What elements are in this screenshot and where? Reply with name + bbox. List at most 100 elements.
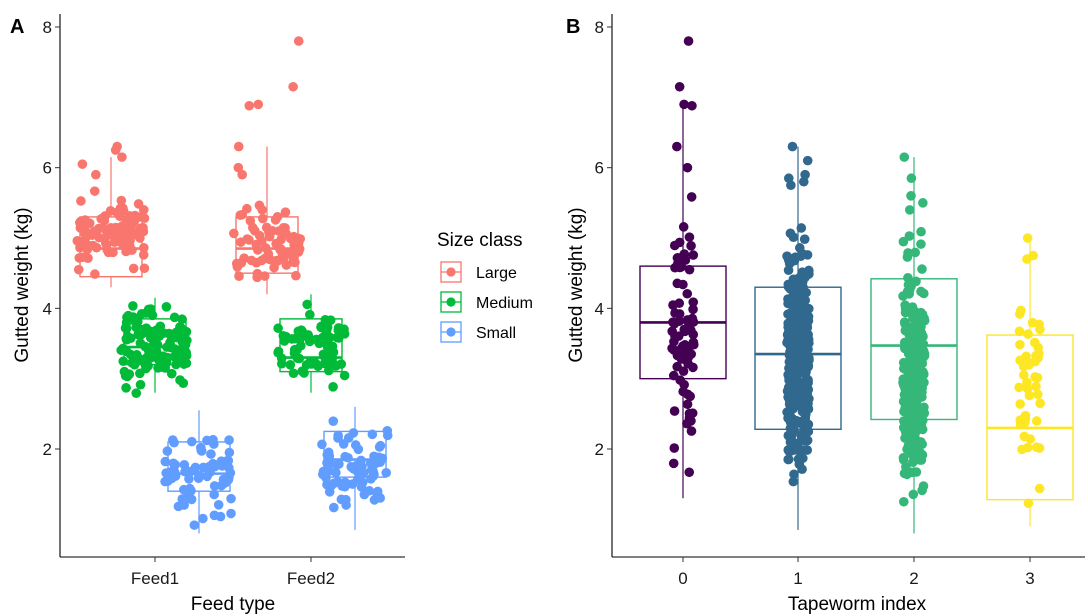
data-point: [350, 440, 361, 450]
data-point: [131, 350, 142, 360]
data-point: [790, 398, 801, 409]
data-point: [904, 205, 915, 215]
data-point: [276, 358, 287, 369]
data-point: [800, 272, 810, 283]
data-point: [76, 196, 86, 206]
data-point: [1014, 382, 1024, 393]
panel-a-x-ticks: Feed1 Feed2: [131, 557, 335, 588]
data-point: [89, 186, 100, 196]
data-point: [245, 216, 256, 226]
data-point: [296, 340, 306, 351]
data-point: [169, 467, 180, 478]
data-point: [336, 359, 347, 369]
data-point: [783, 445, 794, 455]
data-point: [898, 357, 909, 368]
data-point: [208, 434, 218, 445]
data-point: [688, 250, 699, 260]
data-point: [196, 446, 207, 456]
data-point: [90, 269, 100, 279]
data-point: [135, 379, 146, 390]
data-point: [236, 237, 246, 247]
data-point: [798, 282, 809, 293]
data-point: [179, 459, 190, 470]
data-point: [130, 229, 141, 240]
data-point: [213, 500, 224, 510]
panel-b-y-tick-label: 6: [595, 159, 604, 178]
data-point: [904, 304, 915, 315]
data-point: [1023, 329, 1033, 339]
data-point: [181, 348, 192, 358]
data-point: [171, 332, 182, 343]
points-tapeworm-1: [782, 141, 814, 487]
data-point: [902, 469, 912, 480]
data-point: [784, 340, 795, 351]
legend-key-dot: [446, 327, 456, 337]
data-point: [909, 356, 919, 366]
data-point: [382, 425, 393, 436]
points-medium-feed2: [273, 299, 350, 392]
data-point: [685, 391, 695, 402]
data-point: [1015, 339, 1025, 350]
data-point: [908, 489, 919, 500]
data-point: [686, 416, 696, 426]
panel-a-plot: [72, 36, 393, 534]
data-point: [229, 228, 239, 239]
data-point: [917, 387, 927, 398]
data-point: [180, 340, 191, 350]
data-point: [366, 474, 376, 484]
data-point: [265, 254, 275, 265]
data-point: [152, 351, 163, 362]
legend-entries: Large Medium Small: [440, 261, 533, 343]
data-point: [322, 480, 333, 490]
data-point: [1018, 361, 1029, 372]
data-point: [678, 366, 689, 377]
data-point: [110, 145, 121, 155]
data-point: [131, 388, 142, 398]
data-point: [911, 276, 921, 287]
data-point: [918, 198, 928, 208]
data-point: [791, 445, 801, 455]
data-point: [100, 211, 110, 221]
data-point: [120, 323, 131, 333]
panel-a: A 2 4 6 8 Feed1 Feed2 Feed type Gutted weigh…: [10, 14, 405, 615]
data-point: [184, 474, 194, 484]
data-point: [786, 381, 797, 391]
data-point: [244, 100, 255, 111]
data-point: [250, 226, 260, 236]
data-point: [178, 378, 189, 388]
data-point: [127, 358, 137, 368]
data-point: [911, 467, 922, 477]
legend-label: Medium: [476, 295, 533, 312]
data-point: [910, 420, 921, 431]
data-point: [254, 200, 265, 211]
data-point: [679, 379, 690, 390]
data-point: [258, 213, 268, 224]
data-point: [235, 210, 246, 220]
panel-a-x-tick-label: Feed1: [131, 569, 179, 588]
data-point: [329, 502, 339, 513]
data-point: [334, 459, 344, 469]
data-point: [368, 466, 379, 477]
data-point: [233, 162, 244, 173]
data-point: [688, 337, 699, 348]
data-point: [75, 216, 86, 227]
legend-key-dot: [446, 297, 456, 307]
data-point: [1034, 443, 1045, 453]
data-point: [678, 222, 689, 232]
data-point: [322, 458, 332, 468]
data-point: [668, 370, 679, 381]
panel-b-y-tick-label: 8: [595, 18, 604, 37]
data-point: [347, 479, 358, 489]
data-point: [98, 223, 108, 233]
data-point: [803, 303, 814, 314]
data-point: [904, 289, 914, 299]
data-point: [684, 319, 694, 330]
data-point: [688, 297, 699, 307]
data-point: [683, 36, 694, 46]
data-point: [252, 268, 263, 279]
data-point: [686, 349, 697, 359]
data-point: [288, 81, 298, 92]
data-point: [224, 447, 235, 458]
data-point: [670, 308, 680, 318]
data-point: [333, 323, 344, 333]
